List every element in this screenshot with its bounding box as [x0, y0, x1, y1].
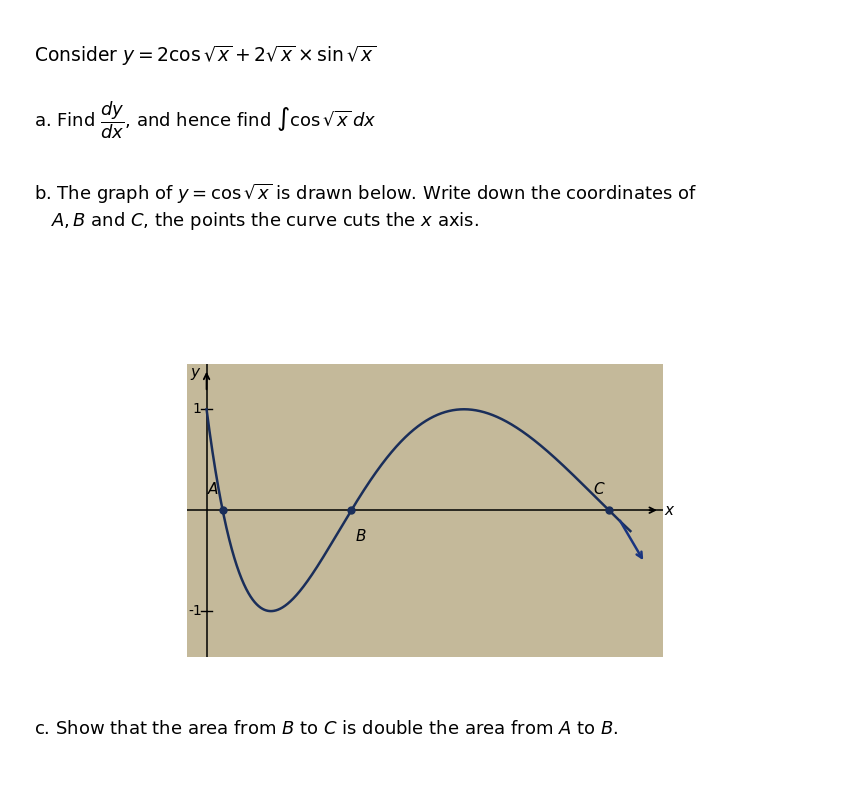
- Text: a. Find $\dfrac{dy}{dx}$, and hence find $\int \cos\sqrt{x}\, dx$: a. Find $\dfrac{dy}{dx}$, and hence find…: [34, 99, 377, 141]
- Text: $x$: $x$: [665, 503, 676, 517]
- Text: $A, B$ and $C$, the points the curve cuts the $x$ axis.: $A, B$ and $C$, the points the curve cut…: [34, 210, 479, 232]
- Text: c. Show that the area from $B$ to $C$ is double the area from $A$ to $B$.: c. Show that the area from $B$ to $C$ is…: [34, 720, 618, 738]
- Text: 1: 1: [193, 403, 201, 416]
- Text: $y$: $y$: [190, 366, 201, 382]
- Text: -1: -1: [188, 604, 201, 618]
- Text: $C$: $C$: [592, 481, 605, 497]
- Text: b. The graph of $y = \cos\sqrt{x}$ is drawn below. Write down the coordinates of: b. The graph of $y = \cos\sqrt{x}$ is dr…: [34, 182, 697, 206]
- Text: Consider $y = 2\cos\sqrt{x} + 2\sqrt{x} \times \sin\sqrt{x}$: Consider $y = 2\cos\sqrt{x} + 2\sqrt{x} …: [34, 44, 377, 67]
- Text: $B$: $B$: [354, 528, 366, 544]
- Text: $A$: $A$: [207, 481, 219, 497]
